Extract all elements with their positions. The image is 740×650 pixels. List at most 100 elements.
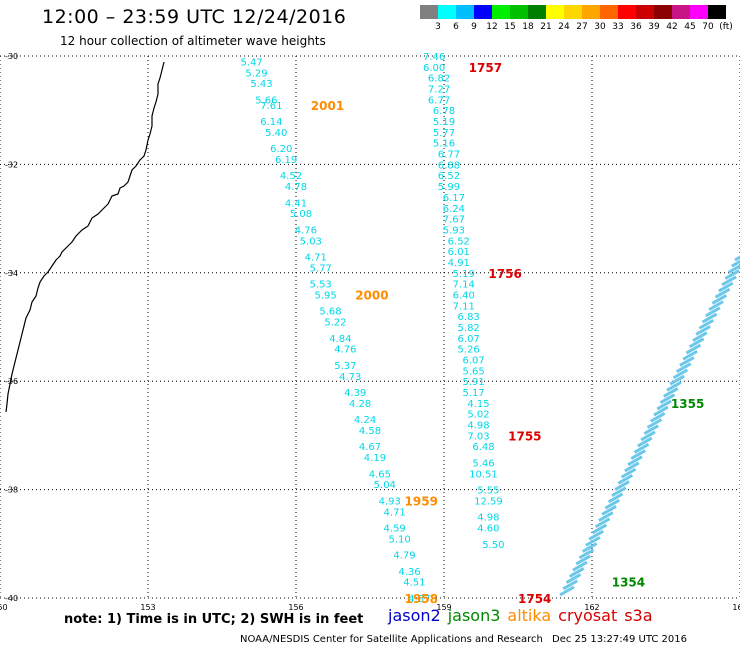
dense-track-mark: [669, 374, 685, 386]
colorbar-swatch: [510, 5, 528, 19]
wave-height-point: 5.95: [314, 290, 336, 301]
colorbar-swatch: [438, 5, 456, 19]
wave-height-point: 5.19: [433, 117, 455, 128]
wave-height-point: 4.71: [384, 507, 406, 518]
wave-height-point: 6.24: [443, 204, 465, 215]
wave-height-point: 5.55: [477, 486, 499, 497]
pass-time-label: 1755: [508, 429, 541, 443]
colorbar-tick-label: 27: [576, 22, 588, 32]
wave-height-point: 5.93: [443, 225, 465, 236]
wave-height-point: 5.08: [290, 209, 312, 220]
wave-height-point: 4.52: [280, 171, 302, 182]
wave-height-point: 5.66: [255, 95, 277, 106]
colorbar-swatch: [528, 5, 546, 19]
colorbar-tick-label: 15: [504, 22, 516, 32]
y-tick-label: -38: [5, 486, 18, 495]
dense-track-mark: [675, 362, 692, 373]
wave-height-point: 6.52: [438, 171, 460, 182]
colorbar-tick-label: 18: [522, 22, 534, 32]
wave-height-point: 6.82: [428, 74, 450, 85]
dense-track-mark: [562, 579, 578, 591]
colorbar-tick-label: 12: [486, 22, 498, 32]
pass-time-label: 1757: [469, 61, 502, 75]
wave-height-point: 4.76: [334, 345, 356, 356]
colorbar-swatch: [708, 5, 726, 19]
x-tick-label: 150: [0, 603, 8, 612]
colorbar-tick-label: 33: [612, 22, 624, 32]
wave-height-point: 5.68: [319, 307, 341, 318]
wave-height-point: 5.17: [462, 388, 484, 399]
wave-height-point: 6.00: [423, 63, 445, 74]
dense-track-mark: [565, 573, 582, 584]
y-tick-label: -30: [5, 52, 18, 61]
wave-height-point: 6.40: [453, 290, 475, 301]
colorbar-tick-label: 36: [630, 22, 642, 32]
pass-time-label: 1959: [405, 494, 438, 508]
wave-height-point: 4.78: [285, 182, 307, 193]
wave-height-point: 5.22: [324, 318, 346, 329]
dense-track-mark: [620, 467, 637, 479]
colorbar-swatch: [654, 5, 672, 19]
footer-note: note: 1) Time is in UTC; 2) SWH is in fe…: [64, 612, 364, 627]
colorbar-tick-label: 30: [594, 22, 606, 32]
pass-time-labels: 2001 2000 1959 1958 1757 1756 1755 1754 1355 1354: [311, 61, 705, 606]
dense-track-mark: [572, 560, 588, 572]
dense-track-mark: [588, 529, 604, 541]
satellite-legend-item: altika: [507, 606, 552, 625]
wave-height-point: 5.19: [453, 269, 475, 280]
wave-height-point: 7.14: [453, 280, 475, 291]
dense-track-mark: [679, 356, 695, 367]
dense-track-mark: [611, 486, 627, 498]
wave-height-point: 4.36: [398, 567, 420, 578]
dense-track-mark: [627, 455, 643, 467]
wave-height-point: 4.59: [384, 524, 406, 535]
wave-height-point: 6.77: [438, 150, 460, 161]
dense-track-mark: [624, 461, 640, 473]
wave-height-point: 4.15: [467, 399, 489, 410]
wave-height-point: 5.29: [245, 68, 267, 79]
satellite-legend-item: jason2: [388, 606, 441, 625]
colorbar-swatch: [456, 5, 474, 19]
x-tick-label: 156: [288, 603, 303, 612]
dense-track-mark: [656, 399, 672, 411]
wave-height-point: 7.03: [467, 431, 489, 442]
wave-height-point: 12.59: [474, 496, 503, 507]
wave-height-point: 5.26: [458, 345, 480, 356]
wave-height-point: 5.99: [438, 182, 460, 193]
axis-tick-labels: -30 -32 -34 -36 -38 -40150 153 156 159 162 165: [0, 52, 740, 612]
dense-track-mark: [591, 523, 608, 535]
wave-height-point: 6.19: [275, 155, 297, 166]
dense-track-mark: [724, 269, 740, 280]
dense-track-mark: [659, 393, 676, 404]
pass-time-label: 1355: [671, 397, 704, 411]
wave-height-point: 5.65: [462, 366, 484, 377]
wave-height-point: 5.77: [433, 128, 455, 139]
dense-track-mark: [601, 505, 617, 516]
coastline: [5, 61, 165, 413]
wave-height-point: 5.91: [462, 377, 484, 388]
pass-time-label: 1354: [612, 576, 645, 590]
wave-height-point: 6.07: [458, 334, 480, 345]
wave-height-point: 5.10: [388, 534, 410, 545]
wave-height-point: 4.60: [477, 524, 499, 535]
wave-height-point: 6.52: [448, 236, 470, 247]
dense-track-mark: [688, 337, 705, 349]
altimeter-tracks: 5.475.295.43 5.667.61 6.145.40 6.206.19 4.52…: [240, 52, 740, 605]
colorbar-tick-label: 39: [648, 22, 660, 32]
wave-height-point: 4.39: [344, 388, 366, 399]
dense-track-mark: [653, 405, 669, 417]
wave-height-point: 6.83: [458, 312, 480, 323]
dense-track-mark: [666, 380, 682, 392]
dense-track-mark: [695, 325, 711, 336]
wave-height-point: 5.03: [300, 236, 322, 247]
wave-height-point: 7.46: [423, 52, 445, 63]
colorbar-swatch: [618, 5, 636, 19]
colorbar-swatch: [636, 5, 654, 19]
x-tick-label: 162: [584, 603, 599, 612]
dense-track-mark: [643, 424, 660, 436]
dense-track-mark: [721, 275, 737, 287]
wave-height-point: 6.07: [462, 356, 484, 367]
wave-height-point: 7.11: [453, 301, 475, 312]
credit-text: NOAA/NESDIS Center for Satellite Applica…: [240, 634, 543, 645]
